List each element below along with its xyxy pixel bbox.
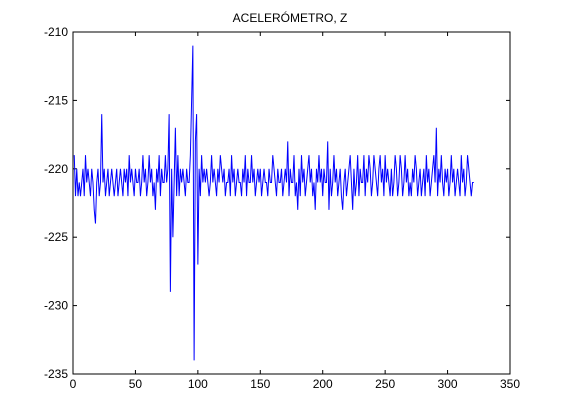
y-tick-label: -210: [44, 25, 68, 39]
y-tick-label: -220: [44, 162, 68, 176]
y-tick-label: -225: [44, 230, 68, 244]
plot-area: [72, 31, 511, 375]
x-tick-label: 300: [438, 377, 458, 391]
x-tick-label: 50: [129, 377, 143, 391]
x-tick-label: 250: [375, 377, 395, 391]
axis-ticks: [72, 31, 511, 375]
x-tick-label: 150: [250, 377, 270, 391]
x-tick-label: 200: [313, 377, 333, 391]
series-line: [73, 45, 474, 361]
x-tick-label: 0: [70, 377, 77, 391]
y-tick-label: -215: [44, 93, 68, 107]
tick-labels: 0 50 100 150 200 250 300 350 -210 -215 -220 -225 -23…: [44, 25, 520, 391]
x-tick-label: 350: [500, 377, 520, 391]
x-tick-label: 100: [188, 377, 208, 391]
chart-title: ACELERÓMETRO, Z: [233, 10, 348, 25]
y-tick-label: -230: [44, 299, 68, 313]
y-tick-label: -235: [44, 367, 68, 381]
